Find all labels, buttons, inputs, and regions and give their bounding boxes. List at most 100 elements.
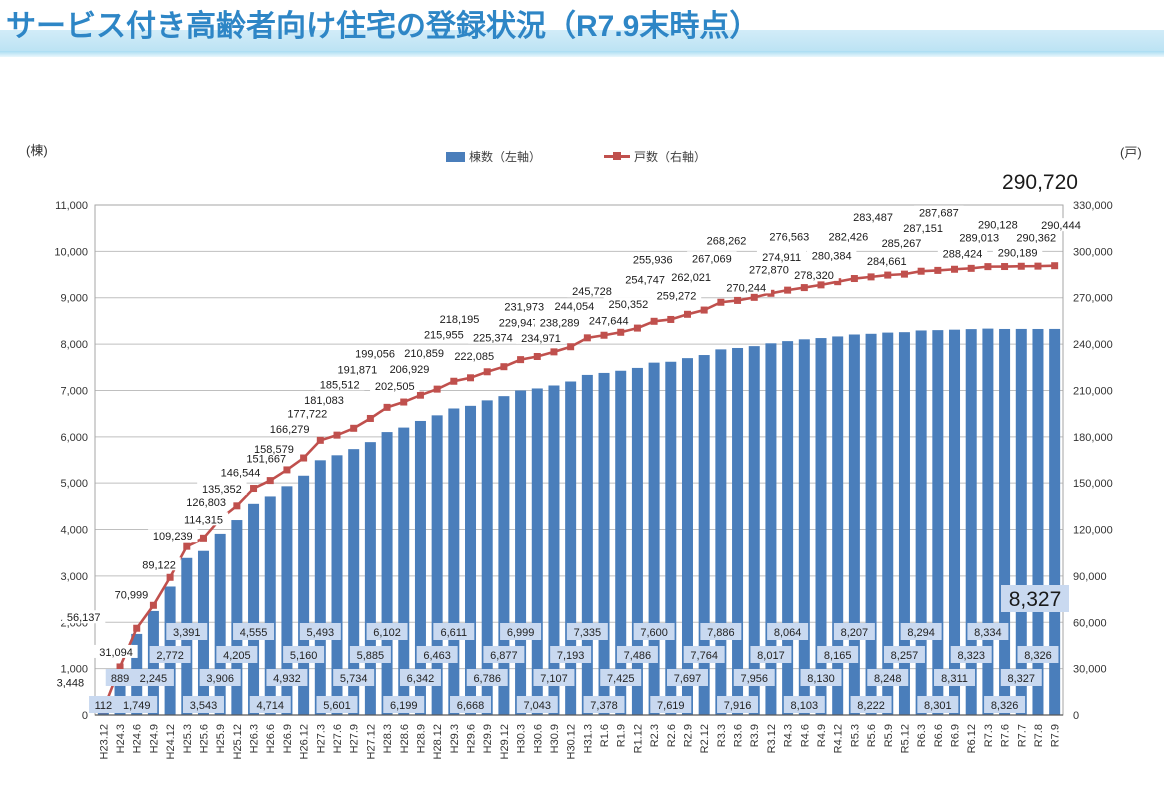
line-marker xyxy=(333,431,341,439)
x-axis-category-label: H29.12 xyxy=(499,724,511,759)
line-value-label: 272,870 xyxy=(749,264,789,276)
bar xyxy=(648,362,660,715)
latest-buildings-label: 8,327 xyxy=(1009,588,1062,611)
line-value-label-bg xyxy=(954,230,1004,244)
x-axis-category-label: R1.12 xyxy=(632,724,644,753)
line-marker xyxy=(517,356,525,364)
bar-value-label-bg xyxy=(249,696,291,713)
bar-value-label: 7,425 xyxy=(607,673,635,685)
bar-value-label: 8,207 xyxy=(841,627,869,639)
line-marker xyxy=(116,663,124,671)
line-value-label-bg xyxy=(264,422,315,436)
line-value-label: 181,083 xyxy=(304,395,344,407)
bar-value-label: 7,043 xyxy=(524,700,552,712)
line-marker xyxy=(951,265,959,273)
bar-value-label-bg xyxy=(266,669,308,686)
line-marker xyxy=(450,377,458,385)
bar-value-label: 4,205 xyxy=(223,650,251,662)
bar-value-label: 8,257 xyxy=(891,650,919,662)
bar-value-label: 6,463 xyxy=(423,650,451,662)
latest-buildings-label-bg xyxy=(1001,585,1069,612)
bar xyxy=(231,520,243,715)
bar-value-label: 7,486 xyxy=(624,650,652,662)
line-marker xyxy=(817,281,825,289)
bar-value-label-bg xyxy=(383,696,425,713)
x-axis-category-label: H29.3 xyxy=(449,724,461,753)
line-value-label: 185,512 xyxy=(320,379,360,391)
line-value-label: 245,728 xyxy=(572,286,612,298)
bar-value-label-bg xyxy=(733,669,775,686)
line-marker xyxy=(250,485,258,493)
x-axis-category-label: H26.12 xyxy=(299,724,311,759)
x-axis-category-label: H26.3 xyxy=(249,724,261,753)
title-underband xyxy=(0,51,1164,57)
bar-value-label: 5,160 xyxy=(290,650,318,662)
line-value-label: 56,137 xyxy=(67,612,101,624)
bar xyxy=(581,374,593,715)
x-axis-category-label: H28.9 xyxy=(415,724,427,753)
bar-value-label: 8,327 xyxy=(1008,673,1036,685)
bar-value-label-bg xyxy=(600,669,642,686)
line-value-label: 215,955 xyxy=(424,329,464,341)
bar-value-label: 8,294 xyxy=(907,627,935,639)
line-value-label: 278,320 xyxy=(794,270,834,282)
bar-value-label-bg xyxy=(333,669,375,686)
bar-value-label: 7,378 xyxy=(590,700,618,712)
line-series-swatch-icon xyxy=(604,152,630,160)
x-axis-category-label: H28.6 xyxy=(399,724,411,753)
line-value-label-bg xyxy=(499,299,549,313)
line-value-label-bg xyxy=(701,233,752,247)
bar xyxy=(364,442,376,715)
bar-value-label: 7,956 xyxy=(740,673,768,685)
bar-value-label-bg xyxy=(466,669,508,686)
line-marker xyxy=(1017,262,1025,270)
right-axis-tick-label: 330,000 xyxy=(1073,200,1113,212)
line-value-label: 287,687 xyxy=(919,207,959,219)
bar xyxy=(214,533,226,715)
line-value-label-bg xyxy=(350,346,400,360)
line-value-label: 290,362 xyxy=(1016,232,1056,244)
x-axis-category-label: R4.3 xyxy=(783,724,795,747)
line-value-label: 262,021 xyxy=(671,272,711,284)
line-value-label: 114,315 xyxy=(184,514,223,526)
line-value-label: 259,272 xyxy=(657,290,697,302)
bar-value-label: 2,245 xyxy=(140,673,168,685)
line-marker xyxy=(1051,262,1059,270)
line-value-label: 206,929 xyxy=(390,364,430,376)
line-marker xyxy=(383,403,391,411)
x-axis-category-label: H29.9 xyxy=(482,724,494,753)
x-axis-category-label: H28.12 xyxy=(432,724,444,759)
line-marker xyxy=(433,385,441,393)
bar xyxy=(431,415,443,715)
line-value-label-bg xyxy=(181,495,231,509)
line-value-label: 285,267 xyxy=(882,238,922,250)
right-axis-tick-label: 120,000 xyxy=(1073,525,1113,537)
line-value-label: 287,151 xyxy=(903,223,943,235)
bar-value-label-bg xyxy=(700,623,742,640)
line-value-label-bg xyxy=(898,221,948,235)
bar-value-label-bg xyxy=(299,623,341,640)
line-value-label-bg xyxy=(178,512,229,526)
bar-value-label-bg xyxy=(132,669,174,686)
line-marker xyxy=(366,414,374,422)
bar-value-label-bg xyxy=(1017,646,1059,663)
line-value-label: 238,289 xyxy=(540,318,580,330)
bar xyxy=(915,330,927,715)
line-value-label-bg xyxy=(848,209,898,223)
line-marker xyxy=(683,310,691,318)
line-marker xyxy=(784,286,792,294)
bar-value-label-bg xyxy=(934,669,976,686)
line-value-label: 268,262 xyxy=(707,235,747,247)
line-value-label-bg xyxy=(628,252,678,266)
line-value-label-bg xyxy=(370,379,420,393)
bar xyxy=(798,339,810,715)
bar xyxy=(465,405,477,715)
bar xyxy=(531,388,543,715)
bar xyxy=(748,346,760,715)
bar-value-label: 6,342 xyxy=(407,673,435,685)
left-axis-tick-label: 3,000 xyxy=(60,571,88,583)
bar xyxy=(765,343,777,715)
bar-value-label-bg xyxy=(399,669,441,686)
bar-value-label: 889 xyxy=(111,673,129,685)
